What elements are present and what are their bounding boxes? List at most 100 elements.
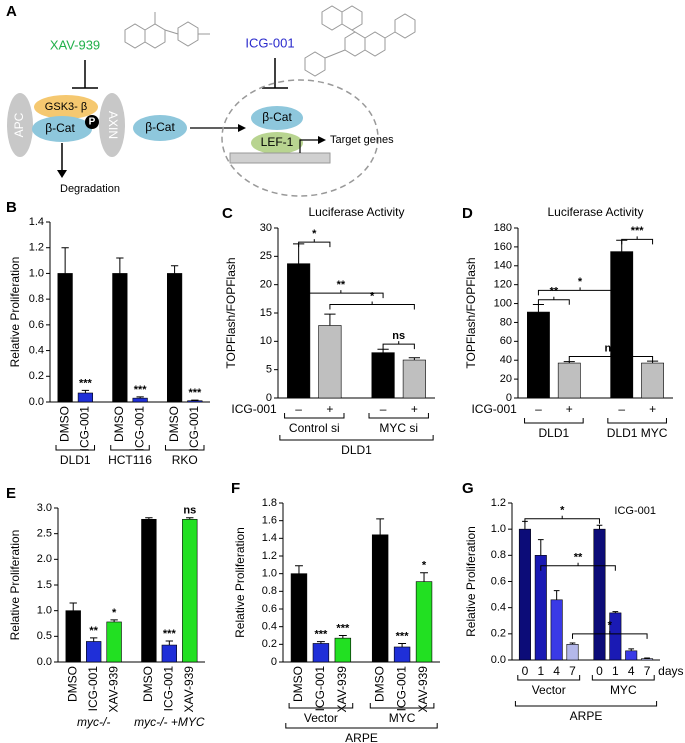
y-tick-label: 0.0 [491,654,506,666]
bcat-shape [32,116,92,142]
supergroup-bracket [514,701,658,707]
y-tick-label: 0.4 [491,602,506,614]
panel-label: D [462,205,473,222]
dna [229,152,331,164]
x-tick-label: XAV-939 [416,666,430,713]
group-bracket [284,413,345,419]
error-bar [69,602,77,611]
x-tick-label: XAV-939 [106,666,120,713]
error-bar [186,517,194,520]
x-tick-label: DMSO [291,666,305,702]
lef-label: LEF-1 [261,135,294,149]
panel-a: A XAV-939 APC AXIN GSK3- β β-Cat P Degra… [6,3,416,197]
significance: * [112,607,117,619]
y-tick-label: 2.5 [37,528,52,540]
y-tick-label: 1.2 [262,550,277,562]
y-tick-label: 120 [494,279,512,291]
error-bar [170,265,179,274]
bar [371,352,395,399]
panel-label: G [462,480,474,497]
arrowhead [57,170,67,178]
x-tick-label: DMSO [167,406,181,442]
x-tick-label: 7 [569,664,576,678]
gsk-shape [34,95,98,119]
sig-bracket-label: * [312,228,317,240]
group-label: Control si [289,421,340,435]
x-tick-label: ICG-001 [132,406,146,452]
bar [187,400,203,403]
error-bar [191,399,199,401]
bar [182,518,198,663]
x-tick-label: DMSO [57,406,71,442]
y-tick-label: 5 [266,364,272,376]
sig-bracket-label: * [578,276,583,288]
panel-label: E [6,485,16,502]
x-tick-label: XAV-939 [335,666,349,713]
x-tick-label: 1 [612,664,619,678]
y-tick-label: 0 [271,656,277,668]
error-bar [569,642,576,645]
bar [161,644,177,663]
y-tick-label: 0.5 [37,630,52,642]
error-bar [316,641,325,644]
bar [290,573,308,663]
y-tick-label: 0.8 [491,549,506,561]
y-tick-label: 1.2 [29,242,44,254]
error-bar [420,572,428,582]
axin-shape [99,93,125,157]
bar [57,273,73,403]
x-tick-label: 1 [537,664,544,678]
sig-bracket [298,290,384,299]
group-label: RKO [172,453,198,467]
x-tick-label: + [649,402,656,416]
sig-bracket-label: *** [631,225,645,237]
y-tick-label: 0.6 [29,319,44,331]
sig-bracket [572,630,648,639]
bar [106,621,122,663]
supergroup-label: ARPE [570,709,603,723]
axin-label: AXIN [106,111,120,139]
y-tick-label: 160 [494,241,512,253]
sig-bracket [329,301,415,310]
bcat-shape [133,115,187,141]
y-tick-label: 1.0 [491,523,506,535]
error-bar [324,313,336,326]
error-bar [408,357,420,361]
panel-label: F [231,480,240,497]
bcat-label: β-Cat [262,110,292,124]
x-tick-label: XAV-939 [182,666,196,713]
x-tick-label: ICG-001 [78,406,92,452]
group-bracket [369,703,435,709]
inhibit-line [72,60,98,89]
x-tick-label: 4 [553,664,560,678]
y-tick-label: 30 [260,222,272,234]
sig-bracket-label: * [608,620,613,632]
group-label: DLD1 [539,426,570,440]
degradation-label: Degradation [60,183,120,195]
sig-bracket [524,515,600,524]
error-bar [553,590,560,600]
significance: *** [336,622,350,634]
group-label: MYC [610,683,637,697]
phospho [85,115,99,129]
bar [518,528,531,661]
y-tick-label: 0.8 [262,585,277,597]
x-tick-label: 0 [522,664,529,678]
y-tick-label: 1.5 [37,579,52,591]
y-tick-label: 140 [494,260,512,272]
lef-shape [251,132,303,154]
inhibit-line [262,58,288,89]
x-tick-label: ICG-001 [394,666,408,712]
error-bar [136,396,144,399]
bar [415,581,433,663]
bar [566,643,579,661]
axis [49,222,210,403]
group-bracket [517,675,581,681]
x-tick-label: ICG-001 [86,666,100,712]
x-tick-label: DMSO [141,666,155,702]
error-bar [89,637,98,642]
bcat-label: β-Cat [145,120,175,134]
target-label: Target genes [330,134,394,146]
y-tick-label: 0 [506,392,512,404]
